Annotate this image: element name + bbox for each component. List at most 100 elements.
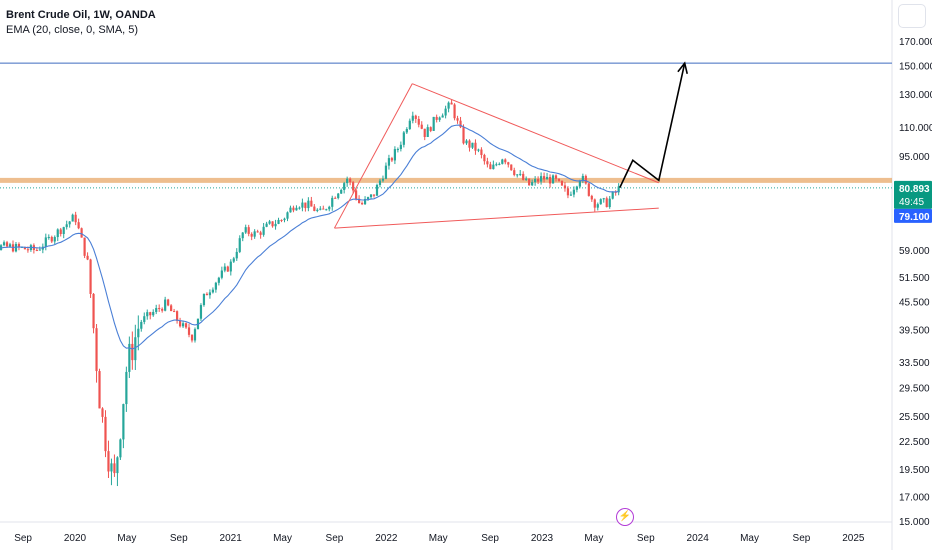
candle-body bbox=[310, 200, 313, 207]
candle-body bbox=[137, 328, 140, 338]
triangle-upper-trendline bbox=[412, 83, 659, 184]
ema-line bbox=[0, 124, 619, 350]
candle-body bbox=[390, 158, 394, 161]
candle-body bbox=[289, 207, 292, 213]
candle-body bbox=[608, 198, 611, 208]
candle-body bbox=[86, 255, 89, 260]
candle-body bbox=[205, 293, 209, 296]
candle-body bbox=[557, 178, 561, 181]
candle-body bbox=[2, 242, 6, 246]
candle-body bbox=[363, 199, 367, 205]
candle-body bbox=[125, 371, 128, 405]
candle-body bbox=[44, 237, 47, 247]
candle-body bbox=[164, 299, 167, 311]
candle-body bbox=[462, 127, 465, 144]
candle-body bbox=[534, 179, 537, 183]
lightning-icon[interactable]: ⚡ bbox=[616, 508, 634, 526]
candle-body bbox=[522, 173, 525, 180]
candle-body bbox=[235, 251, 238, 259]
candle-body bbox=[483, 154, 486, 162]
candle-body bbox=[217, 277, 220, 283]
candle-body bbox=[110, 463, 113, 472]
candle-body bbox=[346, 178, 349, 184]
candle-body bbox=[173, 311, 176, 313]
candle-body bbox=[355, 190, 358, 199]
candle-body bbox=[465, 140, 468, 144]
candle-body bbox=[271, 221, 274, 227]
candle-body bbox=[229, 261, 232, 272]
candle-body bbox=[578, 180, 581, 187]
chart-settings-box[interactable] bbox=[898, 4, 926, 28]
candle-body bbox=[202, 293, 206, 306]
candle-body bbox=[486, 161, 489, 165]
candle-body bbox=[175, 311, 179, 321]
candle-body bbox=[161, 308, 164, 311]
candle-body bbox=[611, 191, 614, 199]
candle-body bbox=[435, 116, 438, 120]
candle-body bbox=[352, 182, 355, 191]
price-tick-label: 170.000 bbox=[899, 37, 932, 48]
candle-body bbox=[453, 104, 456, 119]
candle-body bbox=[489, 164, 492, 170]
candle-body bbox=[542, 176, 546, 180]
candle-body bbox=[375, 184, 379, 196]
candle-body bbox=[247, 227, 250, 234]
candle-body bbox=[241, 232, 244, 239]
candle-body bbox=[337, 193, 340, 199]
candle-body bbox=[95, 328, 98, 372]
candle-body bbox=[181, 323, 185, 327]
candle-body bbox=[441, 115, 444, 118]
candle-body bbox=[498, 163, 501, 165]
candle-body bbox=[26, 249, 30, 251]
candle-body bbox=[471, 142, 474, 148]
candle-body bbox=[325, 209, 328, 211]
candle-body bbox=[47, 236, 50, 238]
candle-body bbox=[516, 174, 519, 176]
candle-body bbox=[220, 270, 223, 278]
candle-body bbox=[384, 165, 388, 179]
candle-body bbox=[572, 189, 576, 195]
candle-body bbox=[492, 164, 495, 170]
price-tick-label: 19.500 bbox=[899, 465, 930, 476]
candle-body bbox=[268, 221, 271, 224]
candle-body bbox=[104, 416, 107, 452]
candle-body bbox=[393, 149, 396, 161]
candle-body bbox=[551, 175, 555, 184]
candle-body bbox=[146, 312, 149, 317]
candle-body bbox=[596, 204, 599, 208]
resistance-zone bbox=[0, 177, 892, 183]
candle-body bbox=[447, 102, 450, 109]
candles bbox=[0, 99, 620, 487]
candle-body bbox=[250, 233, 253, 237]
candle-body bbox=[83, 237, 86, 256]
candle-body bbox=[262, 226, 265, 235]
candle-body bbox=[432, 116, 435, 131]
candle-body bbox=[590, 195, 593, 200]
candle-body bbox=[92, 293, 95, 329]
time-tick-label: 2023 bbox=[531, 533, 554, 544]
candle-body bbox=[372, 194, 376, 196]
candle-body bbox=[5, 242, 9, 247]
candle-body bbox=[35, 249, 38, 251]
candle-body bbox=[537, 179, 540, 182]
candle-body bbox=[477, 149, 480, 151]
candle-body bbox=[178, 320, 182, 327]
candle-body bbox=[456, 118, 459, 121]
candle-body bbox=[560, 180, 564, 186]
time-tick-label: 2020 bbox=[64, 533, 87, 544]
ema-badge-value: 79.100 bbox=[899, 212, 930, 223]
candle-body bbox=[495, 164, 498, 166]
time-tick-label: 2024 bbox=[687, 533, 710, 544]
candle-body bbox=[357, 198, 361, 204]
candle-body bbox=[593, 199, 596, 208]
candle-body bbox=[411, 115, 414, 121]
candle-body bbox=[319, 208, 322, 210]
candle-body bbox=[366, 197, 370, 200]
time-tick-label: May bbox=[584, 533, 603, 544]
time-tick-label: 2022 bbox=[375, 533, 398, 544]
candle-body bbox=[423, 128, 426, 137]
candle-body bbox=[369, 194, 373, 198]
time-tick-label: May bbox=[117, 533, 136, 544]
candle-body bbox=[211, 289, 214, 293]
